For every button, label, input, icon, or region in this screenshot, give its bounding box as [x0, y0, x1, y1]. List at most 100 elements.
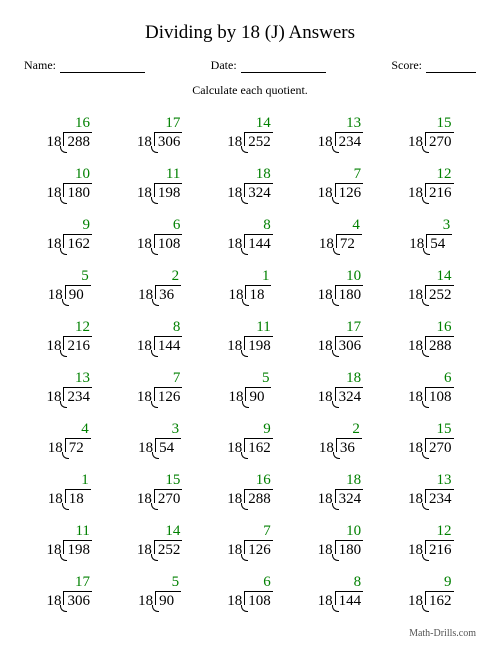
- problem-wrap: 1812216: [408, 540, 454, 560]
- quotient-answer: 3: [172, 422, 180, 437]
- problem-wrap: 1810180: [46, 183, 92, 203]
- dividend: 36: [340, 440, 355, 456]
- problem-wrap: 18236: [138, 285, 181, 305]
- dividend: 324: [339, 491, 362, 507]
- quotient-answer: 7: [354, 167, 362, 182]
- quotient-answer: 6: [263, 575, 271, 590]
- long-division-bracket: 590: [245, 387, 271, 407]
- quotient-answer: 11: [75, 524, 89, 539]
- dividend: 144: [248, 236, 271, 252]
- quotient-answer: 18: [346, 371, 361, 386]
- long-division-bracket: 18324: [244, 183, 273, 203]
- division-problem: 1813234: [386, 463, 476, 509]
- date-blank[interactable]: [241, 60, 326, 73]
- dividend: 72: [69, 440, 84, 456]
- quotient-answer: 12: [437, 167, 452, 182]
- division-problem: 18472: [295, 208, 385, 254]
- division-problem: 189162: [24, 208, 114, 254]
- problem-wrap: 1817306: [318, 336, 364, 356]
- long-division-bracket: 8144: [335, 591, 364, 611]
- dividend: 306: [67, 593, 90, 609]
- division-problem: 1817306: [24, 565, 114, 611]
- division-problem: 187126: [114, 361, 204, 407]
- dividend: 252: [158, 542, 181, 558]
- division-problem: 18472: [24, 412, 114, 458]
- division-problem: 189162: [386, 565, 476, 611]
- quotient-answer: 4: [81, 422, 89, 437]
- long-division-bracket: 9162: [425, 591, 454, 611]
- quotient-answer: 12: [437, 524, 452, 539]
- quotient-answer: 10: [346, 269, 361, 284]
- quotient-answer: 9: [263, 422, 271, 437]
- problem-wrap: 1814252: [137, 540, 183, 560]
- dividend: 18: [69, 491, 84, 507]
- dividend: 288: [67, 134, 90, 150]
- quotient-answer: 12: [75, 320, 90, 335]
- division-problem: 186108: [386, 361, 476, 407]
- division-problem: 18590: [24, 259, 114, 305]
- problem-wrap: 1816288: [408, 336, 454, 356]
- long-division-bracket: 7126: [154, 387, 183, 407]
- quotient-answer: 11: [256, 320, 270, 335]
- dividend: 270: [429, 134, 452, 150]
- quotient-answer: 7: [173, 371, 181, 386]
- quotient-answer: 14: [437, 269, 452, 284]
- problem-wrap: 1814252: [408, 285, 454, 305]
- quotient-answer: 5: [172, 575, 180, 590]
- long-division-bracket: 6108: [425, 387, 454, 407]
- dividend: 252: [429, 287, 452, 303]
- dividend: 324: [248, 185, 271, 201]
- division-problem: 1811198: [114, 157, 204, 203]
- problem-wrap: 186108: [408, 387, 454, 407]
- problem-wrap: 1812216: [408, 183, 454, 203]
- division-problem: 1814252: [205, 106, 295, 152]
- dividend: 108: [158, 236, 181, 252]
- division-problem: 1812216: [386, 157, 476, 203]
- long-division-bracket: 14252: [154, 540, 183, 560]
- division-problem: 1815270: [386, 412, 476, 458]
- problem-wrap: 188144: [227, 234, 273, 254]
- quotient-answer: 15: [165, 473, 180, 488]
- quotient-answer: 17: [75, 575, 90, 590]
- dividend: 162: [429, 593, 452, 609]
- problem-wrap: 1818324: [318, 489, 364, 509]
- score-field: Score:: [391, 58, 476, 73]
- quotient-answer: 8: [263, 218, 271, 233]
- long-division-bracket: 7126: [244, 540, 273, 560]
- problem-wrap: 1818324: [227, 183, 273, 203]
- dividend: 90: [69, 287, 84, 303]
- dividend: 198: [158, 185, 181, 201]
- score-blank[interactable]: [426, 60, 476, 73]
- long-division-bracket: 354: [426, 234, 452, 254]
- quotient-answer: 10: [75, 167, 90, 182]
- quotient-answer: 9: [82, 218, 90, 233]
- quotient-answer: 13: [346, 116, 361, 131]
- quotient-answer: 18: [256, 167, 271, 182]
- division-problem: 1811198: [205, 310, 295, 356]
- problem-wrap: 187126: [137, 387, 183, 407]
- instruction-text: Calculate each quotient.: [24, 83, 476, 98]
- division-problem: 18590: [114, 565, 204, 611]
- date-label: Date:: [211, 58, 237, 73]
- division-problem: 189162: [205, 412, 295, 458]
- long-division-bracket: 10180: [335, 540, 364, 560]
- division-problem: 1817306: [114, 106, 204, 152]
- dividend: 18: [249, 287, 264, 303]
- dividend: 144: [158, 338, 181, 354]
- long-division-bracket: 18324: [335, 489, 364, 509]
- long-division-bracket: 12216: [63, 336, 92, 356]
- long-division-bracket: 9162: [63, 234, 92, 254]
- long-division-bracket: 15270: [425, 132, 454, 152]
- dividend: 216: [429, 542, 452, 558]
- quotient-answer: 13: [437, 473, 452, 488]
- division-problem: 1814252: [386, 259, 476, 305]
- dividend: 216: [429, 185, 452, 201]
- division-problem: 186108: [114, 208, 204, 254]
- long-division-bracket: 12216: [425, 183, 454, 203]
- name-blank[interactable]: [60, 60, 145, 73]
- dividend: 216: [67, 338, 90, 354]
- dividend: 306: [158, 134, 181, 150]
- long-division-bracket: 6108: [154, 234, 183, 254]
- long-division-bracket: 13234: [425, 489, 454, 509]
- problem-wrap: 1811198: [137, 183, 183, 203]
